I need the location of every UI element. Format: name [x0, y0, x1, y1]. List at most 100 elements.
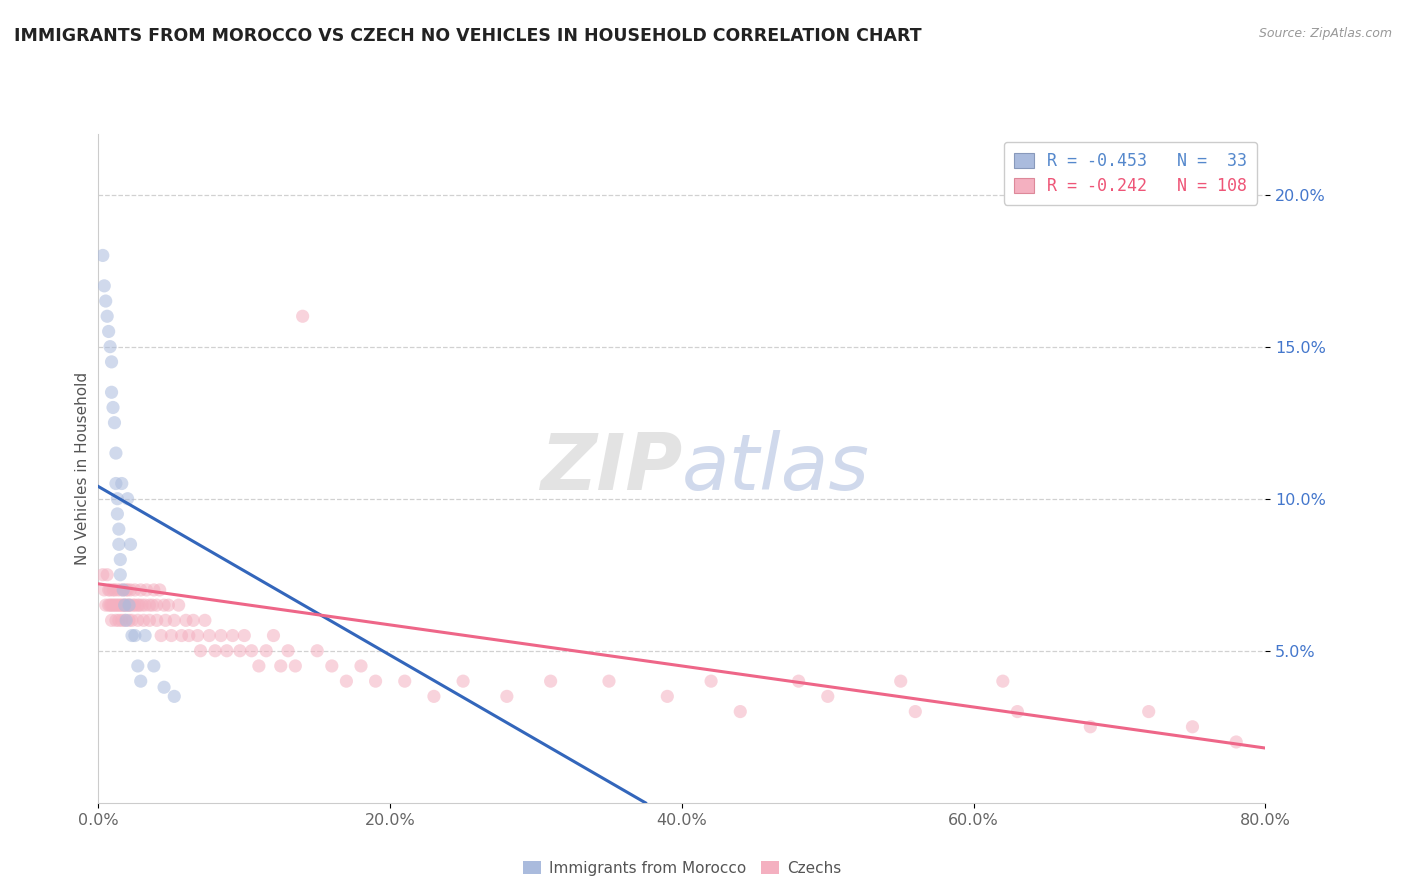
Point	[124, 628, 146, 642]
Point	[181, 613, 204, 627]
Point	[121, 628, 143, 642]
Point	[115, 598, 138, 612]
Point	[124, 598, 146, 612]
Point	[1225, 735, 1247, 749]
Point	[93, 582, 115, 597]
Point	[262, 628, 284, 642]
Point	[100, 598, 122, 612]
Point	[118, 598, 141, 612]
Point	[254, 644, 277, 658]
Point	[229, 644, 252, 658]
Text: IMMIGRANTS FROM MOROCCO VS CZECH NO VEHICLES IN HOUSEHOLD CORRELATION CHART: IMMIGRANTS FROM MOROCCO VS CZECH NO VEHI…	[14, 27, 922, 45]
Point	[112, 582, 135, 597]
Point	[93, 278, 115, 293]
Point	[96, 310, 118, 324]
Point	[240, 644, 263, 658]
Y-axis label: No Vehicles in Household: No Vehicles in Household	[75, 372, 90, 565]
Point	[132, 613, 155, 627]
Point	[115, 613, 138, 627]
Point	[160, 628, 183, 642]
Point	[284, 659, 307, 673]
Point	[98, 582, 121, 597]
Point	[96, 567, 118, 582]
Point	[540, 674, 562, 689]
Point	[350, 659, 373, 673]
Point	[142, 582, 165, 597]
Point	[105, 598, 128, 612]
Point	[451, 674, 474, 689]
Point	[104, 446, 127, 460]
Point	[700, 674, 723, 689]
Point	[112, 598, 135, 612]
Point	[904, 705, 927, 719]
Point	[98, 340, 121, 354]
Point	[127, 598, 149, 612]
Point	[1080, 720, 1102, 734]
Point	[103, 416, 125, 430]
Point	[110, 598, 132, 612]
Point	[110, 582, 132, 597]
Point	[194, 613, 217, 627]
Point	[153, 680, 176, 694]
Point	[112, 582, 135, 597]
Point	[141, 598, 163, 612]
Point	[277, 644, 299, 658]
Point	[1137, 705, 1160, 719]
Point	[101, 582, 124, 597]
Point	[215, 644, 238, 658]
Point	[187, 628, 209, 642]
Point	[104, 613, 127, 627]
Point	[817, 690, 839, 704]
Point	[221, 628, 243, 642]
Point	[233, 628, 256, 642]
Point	[170, 628, 193, 642]
Point	[120, 537, 142, 551]
Point	[131, 598, 153, 612]
Point	[91, 567, 114, 582]
Point	[129, 582, 152, 597]
Point	[129, 674, 152, 689]
Point	[120, 582, 142, 597]
Point	[270, 659, 292, 673]
Point	[157, 598, 180, 612]
Point	[121, 613, 143, 627]
Point	[108, 537, 131, 551]
Point	[127, 613, 149, 627]
Point	[209, 628, 232, 642]
Point	[423, 690, 446, 704]
Point	[117, 491, 139, 506]
Point	[97, 598, 120, 612]
Point	[104, 598, 127, 612]
Point	[138, 598, 160, 612]
Point	[111, 476, 134, 491]
Point	[111, 598, 134, 612]
Point	[105, 491, 128, 506]
Point	[335, 674, 357, 689]
Point	[138, 613, 160, 627]
Point	[598, 674, 620, 689]
Point	[110, 552, 132, 566]
Point	[114, 598, 136, 612]
Point	[204, 644, 226, 658]
Point	[174, 613, 197, 627]
Point	[104, 476, 127, 491]
Point	[991, 674, 1014, 689]
Point	[114, 613, 136, 627]
Point	[117, 598, 139, 612]
Point	[134, 628, 156, 642]
Point	[91, 248, 114, 262]
Point	[118, 598, 141, 612]
Point	[163, 690, 186, 704]
Point	[167, 598, 190, 612]
Point	[142, 659, 165, 673]
Point	[890, 674, 912, 689]
Point	[394, 674, 416, 689]
Point	[105, 507, 128, 521]
Point	[110, 567, 132, 582]
Point	[97, 582, 120, 597]
Point	[146, 598, 169, 612]
Point	[94, 598, 117, 612]
Point	[321, 659, 343, 673]
Point	[97, 325, 120, 339]
Point	[100, 613, 122, 627]
